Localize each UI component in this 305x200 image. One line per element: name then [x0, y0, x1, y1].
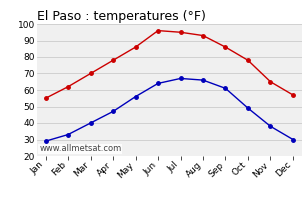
Text: El Paso : temperatures (°F): El Paso : temperatures (°F)	[37, 10, 206, 23]
Text: www.allmetsat.com: www.allmetsat.com	[39, 144, 121, 153]
